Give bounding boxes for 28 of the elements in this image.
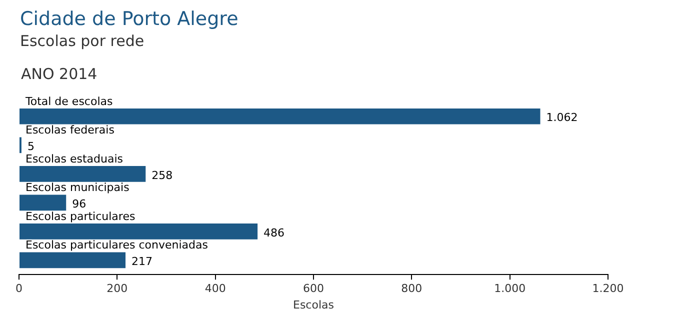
x-tick-label: 800 [401, 282, 422, 296]
y-tick-label: Escolas municipais [26, 181, 130, 194]
y-tick-label: Escolas federais [26, 124, 115, 137]
data-label: 1.062 [546, 111, 578, 124]
text: ANO 2014 [21, 65, 98, 83]
bar [20, 252, 126, 268]
x-tick-label: 1.000 [494, 282, 526, 296]
chart-title: Cidade de Porto Alegre [20, 8, 238, 30]
data-label: 486 [264, 226, 285, 240]
x-tick-label: 1.200 [592, 282, 624, 296]
y-tick-label: Escolas estaduais [26, 152, 124, 166]
bar [20, 108, 540, 124]
y-tick-label: Total de escolas [24, 94, 114, 108]
y-tick-label: Escolas particulares conveniadas [26, 238, 208, 252]
data-label: 96 [72, 198, 86, 211]
data-label: 5 [27, 140, 34, 154]
data-label: 217 [132, 255, 153, 268]
x-tick-label: 600 [303, 282, 324, 296]
bar [20, 224, 258, 240]
x-tick-label: 200 [106, 282, 128, 296]
bar [20, 194, 66, 211]
x-axis-title: Escolas [293, 298, 334, 312]
data-label: 258 [152, 168, 173, 182]
chart-subtitle: Escolas por rede [20, 32, 144, 50]
y-tick-label: Escolas particulares [26, 210, 136, 223]
x-tick-label: 0 [16, 282, 22, 296]
bar [20, 166, 146, 182]
x-tick-label: 400 [204, 282, 226, 296]
